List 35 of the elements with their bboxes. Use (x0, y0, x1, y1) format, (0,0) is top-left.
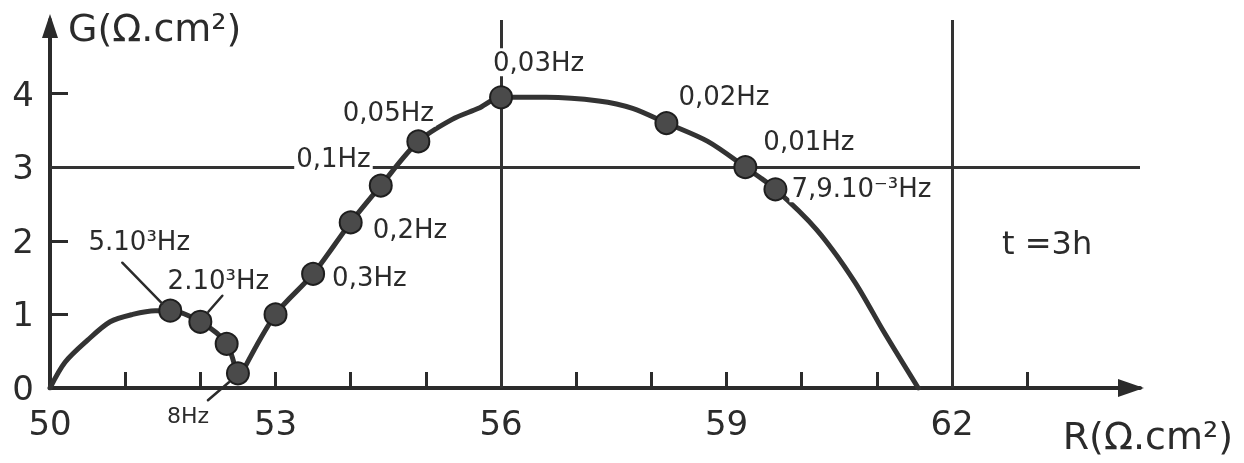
point (214, 331, 239, 356)
x-tick-label: 62 (930, 403, 974, 443)
point (406, 129, 431, 154)
annotation: 2.10³Hz (167, 264, 270, 295)
x-tick-label: 56 (479, 403, 523, 443)
y-axis-title: G(Ω.cm²) (68, 6, 242, 50)
annotation: 8Hz (166, 402, 209, 428)
point (158, 298, 183, 323)
y-tick-label: 2 (12, 220, 34, 261)
annotation: t =3h (1002, 224, 1093, 262)
annotation: 0,02Hz (678, 81, 770, 112)
annotation: 0,1Hz (296, 142, 371, 173)
point (301, 261, 326, 286)
y-tick-label: 4 (12, 73, 34, 114)
x-axis-title: R(Ω.cm²) (1062, 414, 1233, 458)
point (338, 210, 363, 235)
annotation: 0,2Hz (372, 214, 448, 245)
x-tick-label: 53 (253, 403, 298, 443)
annotation: 0,01Hz (763, 126, 855, 157)
point (225, 361, 250, 386)
point (733, 155, 758, 180)
point (654, 111, 679, 136)
y-tick-label: 3 (12, 147, 34, 188)
point (188, 309, 213, 334)
x-tick-label: 59 (704, 403, 749, 443)
point (368, 173, 393, 198)
annotation: 0,3Hz (332, 261, 407, 292)
y-tick-label: 1 (12, 294, 34, 335)
point (763, 177, 788, 202)
point (489, 85, 514, 110)
annotation: 7,9.10⁻³Hz (791, 173, 932, 204)
annotation: 5.10³Hz (88, 225, 191, 256)
annotation: 0,03Hz (493, 47, 585, 78)
point (263, 302, 288, 327)
annotation: 0,05Hz (342, 97, 434, 128)
